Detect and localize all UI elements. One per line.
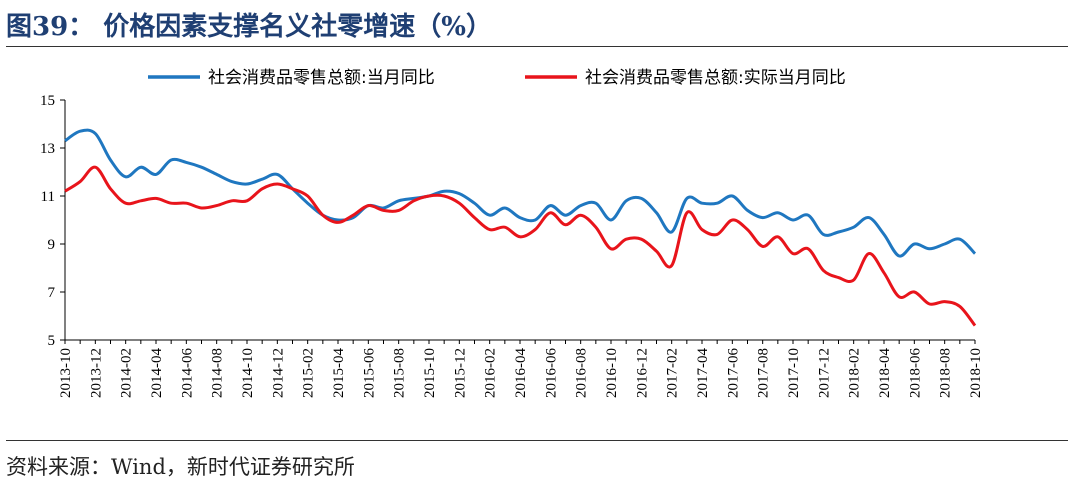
x-tick-label: 2016-12 [634, 348, 650, 398]
x-tick-label: 2018-02 [847, 348, 863, 398]
y-tick-label: 5 [48, 333, 56, 349]
x-tick-label: 2014-10 [240, 348, 256, 398]
y-tick-label: 15 [40, 93, 55, 109]
axes: 5 7 9 11 13 15 2013-10 2013-12 2014-02 2014-04 201… [40, 93, 984, 398]
series-line-1 [64, 128, 977, 258]
x-tick-label: 2018-06 [907, 348, 923, 398]
x-tick-label: 2017-06 [725, 348, 741, 398]
y-tick-label: 11 [41, 189, 55, 205]
series-layer [64, 128, 977, 327]
x-tick-label: 2017-02 [665, 348, 681, 398]
source-note: 资料来源：Wind，新时代证券研究所 [6, 455, 355, 479]
series-line-2 [64, 165, 977, 327]
x-tick-label: 2015-06 [361, 348, 377, 398]
x-tick-label: 2016-08 [574, 348, 590, 398]
x-tick-label: 2014-04 [149, 348, 165, 398]
legend-label-1: 社会消费品零售总额:当月同比 [208, 68, 435, 88]
y-tick-label: 13 [40, 141, 55, 157]
legend-label-2: 社会消费品零售总额:实际当月同比 [585, 68, 846, 88]
x-tick-label: 2015-02 [301, 348, 317, 398]
x-tick-label: 2017-04 [695, 348, 711, 398]
y-tick-label: 9 [48, 237, 56, 253]
x-tick-label: 2018-04 [877, 348, 893, 398]
title-divider [6, 46, 1068, 47]
y-tick-label: 7 [48, 285, 56, 301]
source-divider [6, 440, 1068, 441]
x-tick-label: 2014-08 [210, 348, 226, 398]
x-tick-label: 2013-12 [88, 348, 104, 398]
x-tick-label: 2017-12 [816, 348, 832, 398]
x-tick-label: 2016-04 [513, 348, 529, 398]
x-tick-label: 2015-10 [422, 348, 438, 398]
x-tick-label: 2018-08 [938, 348, 954, 398]
x-tick-label: 2015-04 [331, 348, 347, 398]
legend: 社会消费品零售总额:当月同比 社会消费品零售总额:实际当月同比 [148, 68, 846, 88]
x-tick-label: 2016-06 [543, 348, 559, 398]
x-tick-label: 2015-12 [452, 348, 468, 398]
x-tick-label: 2014-06 [179, 348, 195, 398]
x-tick-label: 2017-10 [786, 348, 802, 398]
x-tick-label: 2016-10 [604, 348, 620, 398]
x-tick-label: 2015-08 [392, 348, 408, 398]
x-tick-label: 2018-10 [968, 348, 984, 398]
chart-title: 图39： 价格因素支撑名义社零增速（%） [6, 12, 492, 42]
x-tick-label: 2016-02 [483, 348, 499, 398]
x-tick-label: 2013-10 [58, 348, 74, 398]
x-tick-label: 2017-08 [756, 348, 772, 398]
line-chart: 5 7 9 11 13 15 2013-10 2013-12 2014-02 2014-04 201… [40, 68, 984, 398]
x-tick-label: 2014-02 [119, 348, 135, 398]
x-tick-label: 2014-12 [270, 348, 286, 398]
